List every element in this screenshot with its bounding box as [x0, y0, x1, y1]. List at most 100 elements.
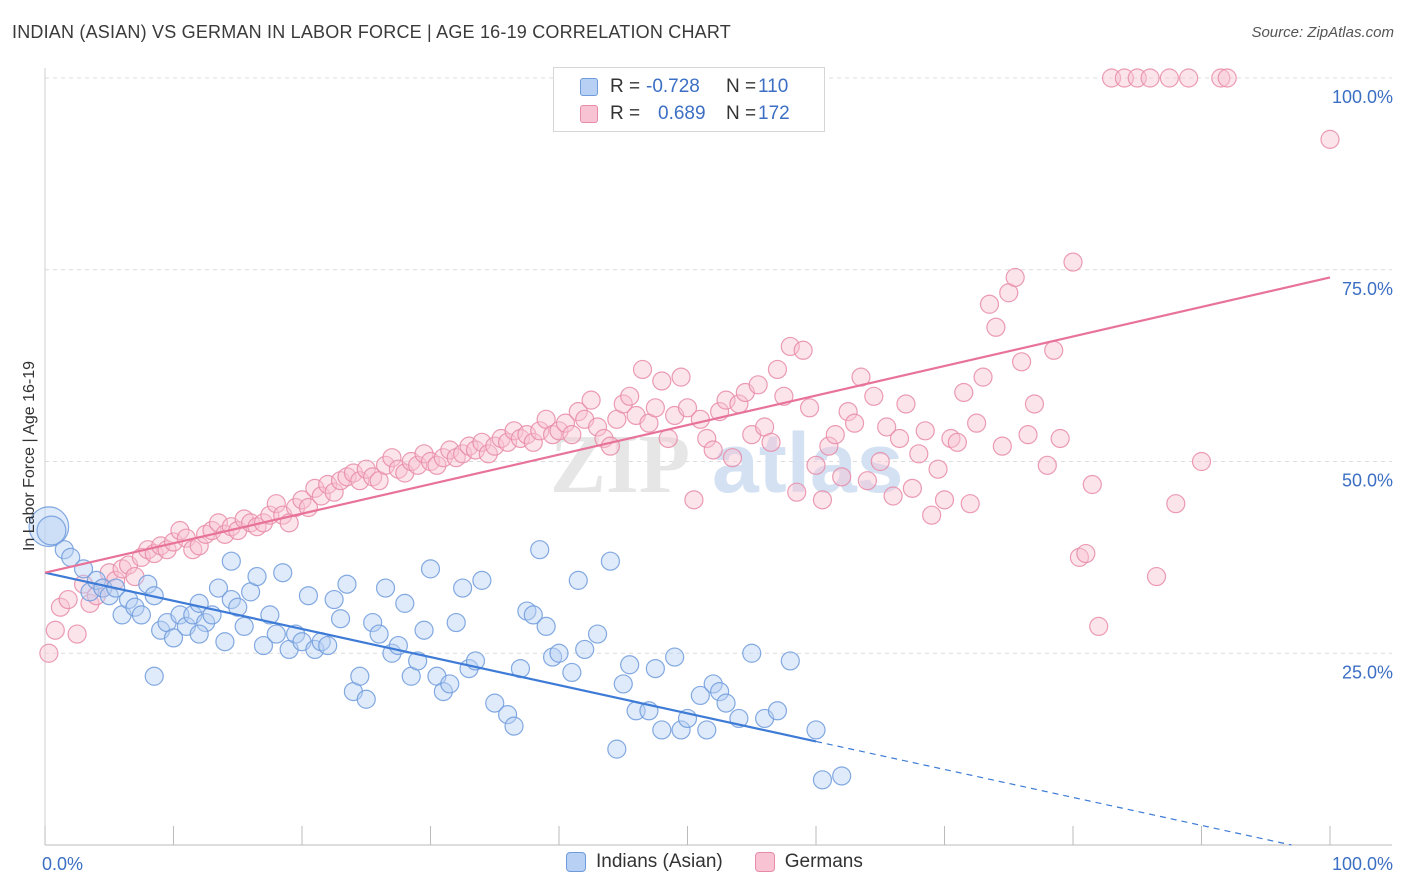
correlation-legend: R = -0.728 N = 110 R = 0.689 N = 172	[553, 67, 825, 132]
data-point	[587, 417, 608, 437]
data-point	[234, 616, 254, 637]
data-point	[1211, 68, 1231, 88]
data-point	[665, 647, 685, 667]
y-tick-label: 50.0%	[1342, 471, 1393, 491]
data-point	[324, 589, 344, 610]
data-point	[189, 624, 209, 644]
trendline-indians-extension	[815, 740, 1292, 846]
legend-swatch-germans	[754, 852, 775, 872]
x-tick-label: 0.0%	[42, 854, 83, 874]
data-point	[36, 515, 67, 546]
data-point	[581, 390, 601, 410]
data-point	[806, 455, 826, 475]
data-point	[864, 386, 884, 406]
data-point	[427, 455, 447, 475]
data-point	[131, 605, 151, 625]
trendlines	[44, 276, 1331, 846]
data-point	[1076, 543, 1096, 564]
legend-label-indians: Indians (Asian)	[596, 851, 723, 872]
data-point	[568, 570, 588, 590]
data-point	[620, 655, 640, 675]
data-point	[1018, 425, 1038, 445]
data-point	[1159, 68, 1179, 88]
data-point	[1089, 616, 1109, 637]
legend-item-indians[interactable]: Indians (Asian)	[566, 851, 723, 873]
y-tick-label: 25.0%	[1342, 662, 1393, 682]
data-point	[832, 467, 852, 487]
data-point	[613, 674, 633, 694]
data-point	[440, 440, 460, 460]
data-point	[645, 658, 665, 679]
data-point	[369, 624, 389, 644]
data-point	[690, 409, 710, 429]
data-point	[896, 394, 916, 414]
legend-r-label: R =	[610, 76, 641, 97]
data-point	[363, 612, 383, 633]
data-point	[408, 651, 428, 671]
data-point	[163, 628, 184, 648]
watermark-zip: ZIP	[550, 418, 690, 511]
data-point	[607, 739, 627, 759]
data-point	[1146, 566, 1167, 587]
data-point	[703, 440, 723, 460]
data-point	[67, 624, 87, 644]
data-point	[883, 486, 903, 506]
data-point	[652, 371, 672, 391]
legend-item-germans[interactable]: Germans	[754, 851, 863, 873]
data-point	[877, 417, 897, 437]
data-point	[472, 570, 492, 590]
data-point	[266, 624, 286, 644]
data-point	[273, 563, 293, 583]
data-point	[819, 436, 839, 456]
data-point	[337, 574, 357, 594]
data-point	[780, 336, 800, 357]
data-point	[600, 436, 621, 456]
tick-labels: 25.0% 50.0% 75.0% 100.0% 0.0% 100.0%	[42, 87, 1393, 874]
data-point	[523, 605, 543, 625]
data-point	[1024, 394, 1045, 414]
data-point	[870, 451, 890, 472]
data-point	[549, 421, 569, 441]
data-point	[318, 474, 338, 495]
data-point	[1063, 252, 1083, 272]
data-point	[170, 520, 190, 541]
legend-n-value: 110	[758, 76, 789, 97]
data-point	[478, 444, 498, 464]
legend-r-label: R =	[610, 103, 641, 124]
data-point	[844, 413, 865, 433]
data-point	[420, 559, 441, 579]
data-point	[536, 616, 556, 637]
data-point	[1050, 428, 1070, 449]
data-point	[793, 340, 813, 360]
chart-title: INDIAN (ASIAN) VS GERMAN IN LABOR FORCE …	[12, 22, 731, 42]
data-point	[780, 651, 800, 671]
data-point	[330, 609, 351, 629]
data-point	[889, 428, 910, 449]
data-point	[620, 386, 640, 406]
data-point	[645, 398, 665, 418]
data-point	[517, 425, 537, 445]
data-point	[806, 720, 826, 740]
legend-row-indians: R = -0.728 N = 110	[580, 73, 788, 101]
data-point	[902, 478, 922, 498]
data-point	[658, 428, 678, 449]
data-point	[292, 490, 312, 510]
data-point	[131, 547, 151, 567]
data-point	[575, 639, 595, 660]
data-point	[472, 432, 492, 452]
data-point	[697, 428, 717, 449]
data-point	[722, 448, 743, 468]
data-point	[832, 766, 852, 786]
data-point	[485, 436, 505, 456]
data-point	[549, 643, 569, 663]
data-point	[973, 367, 993, 387]
source-label: Source: ZipAtlas.com	[1251, 24, 1394, 41]
data-point	[684, 490, 704, 510]
data-point	[1191, 451, 1212, 472]
data-point	[697, 720, 717, 740]
data-point	[1179, 68, 1199, 88]
trendline-germans	[44, 276, 1331, 574]
data-point	[986, 317, 1006, 337]
data-point	[350, 666, 370, 686]
